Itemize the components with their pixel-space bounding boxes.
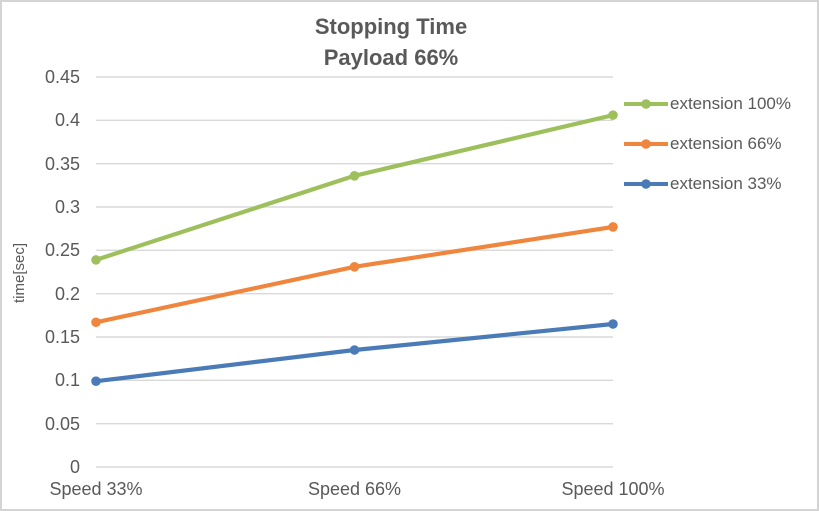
y-tick-label: 0.25 bbox=[44, 240, 80, 261]
y-tick-label: 0.05 bbox=[44, 413, 80, 434]
data-point-extension-66- bbox=[608, 222, 618, 232]
legend-line-marker-icon bbox=[624, 99, 668, 109]
y-tick-label: 0.3 bbox=[54, 197, 80, 217]
data-point-extension-66- bbox=[91, 317, 101, 328]
y-tick-label: 0.1 bbox=[54, 370, 80, 391]
x-category-label: Speed 33% bbox=[49, 479, 143, 499]
data-point-extension-33- bbox=[91, 376, 101, 387]
chart-subtitle: Payload 66% bbox=[323, 45, 459, 70]
data-point-extension-100- bbox=[91, 255, 101, 265]
data-point-extension-33- bbox=[608, 319, 618, 329]
data-point-extension-100- bbox=[608, 110, 618, 120]
y-tick-label: 0.2 bbox=[54, 283, 80, 304]
legend-label: extension 100% bbox=[670, 94, 791, 113]
legend-label: extension 33% bbox=[670, 174, 782, 193]
data-point-extension-66- bbox=[349, 262, 360, 272]
y-tick-label: 0.45 bbox=[44, 67, 80, 87]
y-tick-label: 0.15 bbox=[44, 327, 80, 347]
y-tick-label: 0 bbox=[69, 457, 80, 477]
legend: extension 100% extension 66% extension 33% bbox=[624, 84, 791, 204]
series-line-extension-66- bbox=[93, 224, 616, 325]
legend-line-marker-icon bbox=[624, 179, 668, 189]
legend-label: extension 66% bbox=[670, 134, 782, 153]
chart-title: Stopping Time bbox=[314, 14, 468, 39]
y-tick-label: 0.4 bbox=[54, 110, 80, 131]
data-point-extension-100- bbox=[349, 171, 360, 181]
legend-line-marker-icon bbox=[624, 139, 668, 149]
legend-item: extension 100% bbox=[624, 84, 791, 124]
x-category-label: Speed 100% bbox=[561, 479, 665, 499]
legend-item: extension 33% bbox=[624, 164, 791, 204]
legend-item: extension 66% bbox=[624, 124, 791, 164]
y-tick-label: 0.35 bbox=[44, 153, 80, 174]
data-point-extension-33- bbox=[349, 345, 360, 355]
x-category-label: Speed 66% bbox=[307, 479, 402, 499]
chart-title-block: Stopping Time Payload 66% bbox=[91, 11, 691, 73]
